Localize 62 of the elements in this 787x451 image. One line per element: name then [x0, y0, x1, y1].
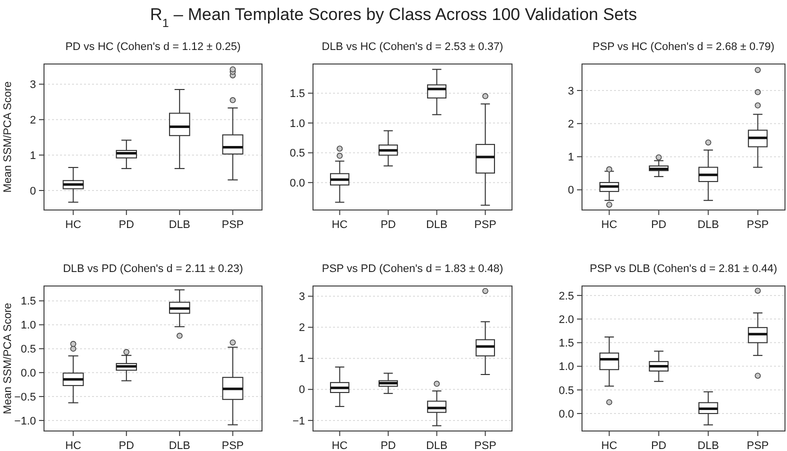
y-tick-label: 0: [568, 184, 574, 197]
y-tick-label: 2: [298, 322, 305, 334]
y-tick-label: 1: [568, 152, 574, 164]
x-tick-label: DLB: [698, 219, 719, 231]
y-tick-label: 1.5: [290, 88, 305, 100]
y-tick-label: 0: [30, 185, 36, 198]
x-tick-label: PD: [118, 219, 134, 231]
x-tick-label: HC: [65, 440, 82, 451]
x-tick-label: PSP: [746, 440, 769, 451]
y-tick-label: −1.0: [14, 415, 36, 428]
x-tick-label: DLB: [698, 440, 719, 451]
x-tick-label: DLB: [426, 219, 448, 231]
chart-subtitle: DLB vs PD (Cohen's d = 2.11 ± 0.23): [62, 263, 244, 275]
y-tick-label: 3: [298, 291, 305, 304]
x-tick-label: HC: [332, 440, 348, 451]
y-tick-label: 0.0: [290, 177, 305, 190]
x-tick-label: DLB: [426, 440, 448, 451]
x-tick-label: HC: [332, 219, 348, 231]
y-tick-label: 1: [298, 353, 305, 366]
x-tick-label: PD: [380, 219, 396, 231]
y-tick-label: −0.5: [14, 391, 36, 404]
chart-subtitle: PSP vs PD (Cohen's d = 1.83 ± 0.48): [322, 263, 504, 275]
chart-subtitle: PD vs HC (Cohen's d = 1.12 ± 0.25): [65, 41, 241, 53]
y-tick-label: 2.0: [558, 314, 574, 326]
x-tick-label: HC: [601, 440, 618, 451]
y-tick-label: 1.0: [290, 118, 305, 130]
y-tick-label: 1.5: [558, 338, 574, 350]
y-axis-title: Mean SSM/PCA Score: [2, 81, 14, 193]
x-tick-label: PD: [380, 440, 396, 451]
x-tick-label: DLB: [168, 219, 190, 231]
chart-subtitle: PSP vs DLB (Cohen's d = 2.81 ± 0.44): [590, 263, 778, 275]
y-tick-label: 1.5: [20, 296, 36, 308]
y-tick-label: 0.5: [558, 384, 574, 397]
y-tick-label: 3: [568, 85, 574, 98]
chart-subtitle: DLB vs HC (Cohen's d = 2.53 ± 0.37): [322, 41, 504, 53]
y-tick-label: 3: [30, 79, 36, 92]
y-tick-label: 2: [30, 114, 36, 126]
x-tick-label: PSP: [474, 219, 496, 231]
x-tick-label: PSP: [222, 219, 244, 231]
text: R$_{1}$ – Mean Template Scores by Class Across 100 Validation Sets: [150, 5, 637, 30]
y-axis-title: Mean SSM/PCA Score: [2, 302, 14, 414]
y-tick-label: 1.0: [20, 320, 36, 332]
y-tick-label: 1: [30, 150, 36, 162]
y-tick-label: 2.5: [558, 290, 574, 302]
x-tick-label: DLB: [168, 440, 190, 451]
x-tick-label: PSP: [474, 440, 496, 451]
x-tick-label: PSP: [746, 219, 769, 231]
y-tick-label: 0.0: [20, 367, 36, 380]
x-tick-label: PSP: [222, 440, 244, 451]
x-tick-label: HC: [65, 219, 82, 231]
x-tick-label: PD: [651, 440, 666, 451]
y-tick-label: 0.5: [290, 148, 305, 160]
y-tick-label: 2: [568, 118, 574, 130]
x-tick-label: PD: [651, 219, 666, 231]
y-tick-label: 0.5: [20, 344, 36, 356]
y-tick-label: 1.0: [558, 361, 574, 374]
chart-subtitle: PSP vs HC (Cohen's d = 2.68 ± 0.79): [592, 41, 774, 53]
x-tick-label: PD: [118, 440, 134, 451]
x-tick-label: HC: [601, 219, 618, 231]
y-tick-label: 0.0: [558, 408, 574, 420]
y-tick-label: −1: [292, 415, 305, 428]
y-tick-label: 0: [298, 384, 305, 396]
